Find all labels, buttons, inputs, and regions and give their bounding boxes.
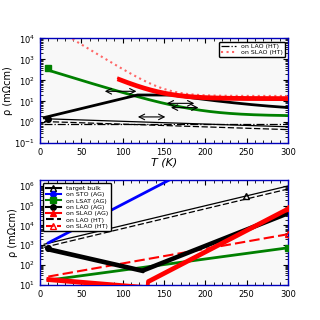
Y-axis label: ρ (mΩcm): ρ (mΩcm) [8,208,18,257]
Legend: on LAO (HT), on SLAO (HT): on LAO (HT), on SLAO (HT) [219,42,285,57]
Y-axis label: ρ (mΩcm): ρ (mΩcm) [3,67,13,115]
Legend: target bulk, on STO (AG), on LSAT (AG), on LAO (AG), on SLAO (AG), on LAO (HT), : target bulk, on STO (AG), on LSAT (AG), … [43,183,111,231]
X-axis label: T (K): T (K) [151,157,177,167]
